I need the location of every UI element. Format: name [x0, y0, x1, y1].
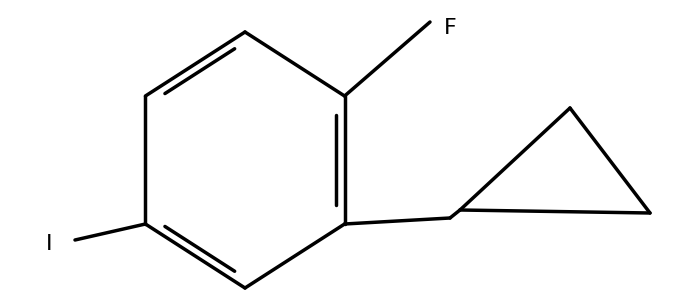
- Text: I: I: [46, 234, 52, 254]
- Text: F: F: [444, 18, 457, 38]
